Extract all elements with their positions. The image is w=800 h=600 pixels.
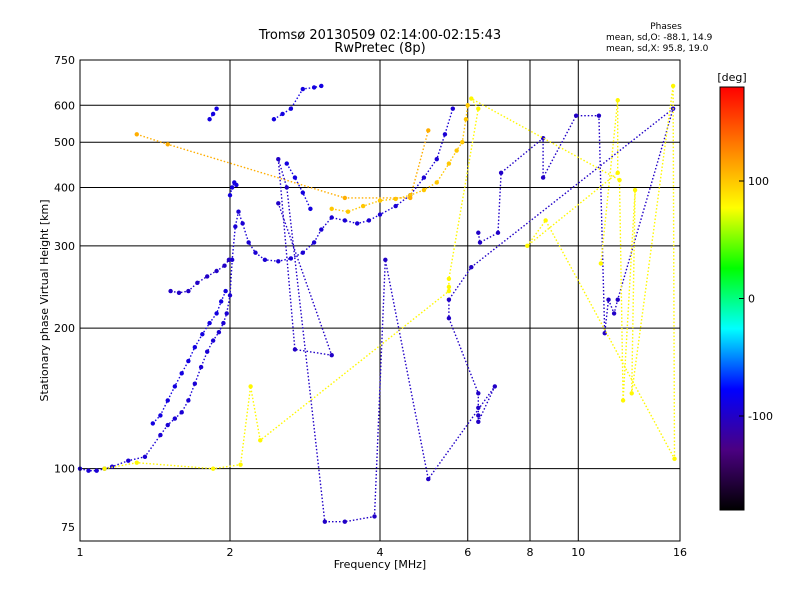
data-point <box>408 195 413 201</box>
data-point <box>223 288 228 294</box>
phase-stats-x: mean, sd,X: 95.8, 19.0 <box>606 44 709 54</box>
data-point <box>620 398 626 403</box>
data-point <box>476 391 481 396</box>
data-point <box>176 290 182 295</box>
y-tick-label: 100 <box>54 463 75 476</box>
colorbar-label: [deg] <box>717 71 746 84</box>
y-tick-label: 300 <box>54 240 75 253</box>
data-point <box>476 106 481 111</box>
data-point <box>342 218 348 223</box>
y-tick-label: 500 <box>54 136 75 149</box>
y-axis-label: Stationary phase Virtual Height [km] <box>38 199 51 401</box>
y-axis-ticks: 75 100 200 300 400 500 600 750 <box>54 54 75 534</box>
data-point <box>292 347 298 352</box>
y-tick-label: 600 <box>54 99 75 112</box>
data-point <box>469 96 474 101</box>
y-tick-label: 200 <box>54 322 75 335</box>
trace-line <box>104 85 676 470</box>
data-point <box>224 311 229 316</box>
data-point <box>322 519 328 524</box>
chart-title-line2: RwPretec (8p) <box>334 41 426 56</box>
data-point <box>284 185 289 190</box>
data-point <box>319 83 324 89</box>
x-tick-label: 4 <box>377 546 384 559</box>
data-point <box>227 193 233 198</box>
trace-line <box>273 85 322 120</box>
data-point <box>446 276 452 282</box>
trace-line <box>209 108 218 120</box>
x-axis-label: Frequency [MHz] <box>334 558 426 571</box>
y-tick-label: 750 <box>54 54 75 67</box>
colorbar: [deg] 100 0 -100 <box>717 71 773 511</box>
colorbar-gradient <box>719 86 745 511</box>
data-point <box>192 345 198 350</box>
data-point <box>463 117 469 122</box>
trace-line <box>152 290 227 424</box>
grid-lines <box>80 60 680 541</box>
data-point <box>442 132 448 137</box>
data-point <box>284 161 289 166</box>
data-point <box>300 190 306 195</box>
data-point <box>465 103 470 108</box>
colorbar-ticks: 100 0 -100 <box>739 175 773 423</box>
data-point <box>670 83 676 89</box>
trace-line <box>170 259 230 294</box>
trace-line <box>331 105 469 213</box>
chart-title-line1: Tromsø 20130509 02:14:00-02:15:43 <box>258 28 502 43</box>
data-point <box>383 257 388 263</box>
trace-line <box>286 163 312 210</box>
data-point <box>248 384 253 389</box>
trace-line <box>136 130 429 199</box>
x-axis-ticks: 1 2 4 6 8 10 16 <box>77 546 688 559</box>
data-point <box>214 311 219 316</box>
y-tick-label: 400 <box>54 181 75 194</box>
x-tick-label: 2 <box>227 546 234 559</box>
data-point <box>226 257 232 263</box>
data-point <box>342 519 348 524</box>
data-point <box>233 224 238 229</box>
data-point <box>615 98 620 103</box>
data-point <box>426 128 431 133</box>
y-tick-label: 75 <box>61 521 75 534</box>
x-tick-label: 8 <box>527 546 534 559</box>
plot-frame <box>79 59 681 542</box>
data-point <box>426 476 431 482</box>
x-tick-label: 6 <box>464 546 471 559</box>
data-point <box>311 85 317 90</box>
data-point <box>86 468 91 473</box>
x-tick-label: 10 <box>571 546 585 559</box>
data-points <box>77 83 677 524</box>
phase-stats: Phases mean, sd,O: -88.1, 14.9 mean, sd,… <box>606 22 726 55</box>
data-point <box>434 156 439 162</box>
trace-line <box>229 181 237 196</box>
data-point <box>450 106 456 111</box>
trace-line <box>79 108 454 472</box>
phase-stats-o: mean, sd,O: -88.1, 14.9 <box>606 33 713 43</box>
colorbar-tick-label: 100 <box>748 175 769 188</box>
x-tick-label: 1 <box>77 546 84 559</box>
data-point <box>476 230 481 235</box>
colorbar-tick-label: 0 <box>748 293 755 306</box>
data-point <box>632 187 638 193</box>
data-point <box>94 468 99 473</box>
x-tick-label: 16 <box>673 546 687 559</box>
colorbar-tick-label: -100 <box>748 410 773 423</box>
phase-stats-header: Phases <box>650 22 682 32</box>
